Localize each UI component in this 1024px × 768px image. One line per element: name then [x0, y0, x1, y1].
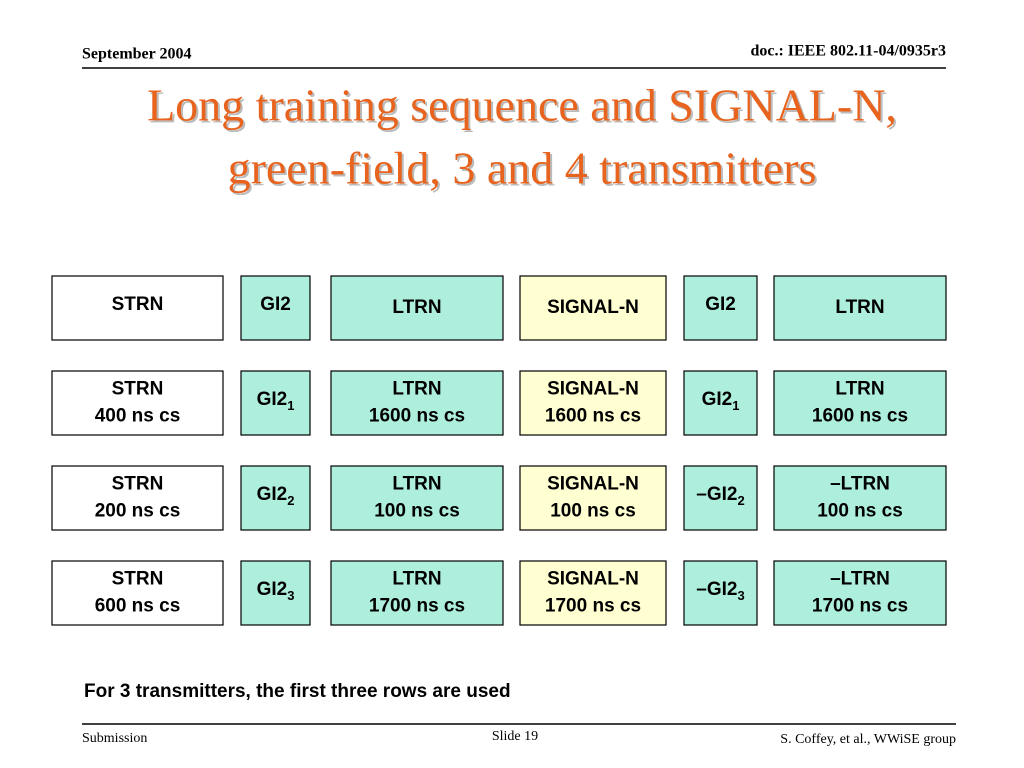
cell-box: [330, 275, 504, 341]
cell-main: –GI2: [696, 579, 737, 600]
cell-text: 400 ns cs: [95, 406, 181, 427]
cell-sub: 1: [732, 398, 739, 413]
cell-main: GI2: [257, 579, 288, 600]
cell-text: 100 ns cs: [374, 501, 460, 522]
cell-text: GI22: [257, 484, 295, 508]
note: For 3 transmitters, the first three rows…: [84, 681, 511, 702]
header-doc: doc.: IEEE 802.11-04/0935r3: [750, 43, 946, 60]
cell-box: [773, 465, 947, 531]
cell-text: GI2: [705, 294, 736, 315]
cell-main: –GI2: [696, 484, 737, 505]
cell-box: [51, 560, 224, 626]
cell-text: –LTRN: [830, 569, 890, 590]
cell-text: STRN: [112, 569, 164, 590]
cell-text: STRN: [112, 294, 164, 315]
cell-box: [330, 370, 504, 436]
cell-box: [240, 370, 311, 436]
title-line: Long training sequence and SIGNAL-N,: [147, 80, 897, 131]
cell-text: 100 ns cs: [550, 501, 636, 522]
cell-box: [773, 370, 947, 436]
footer-center: Slide 19: [492, 729, 538, 744]
cell-text: LTRN: [392, 379, 441, 400]
cell-text: LTRN: [392, 297, 441, 318]
cell-sub: 2: [737, 493, 744, 508]
cell-main: GI2: [257, 389, 288, 410]
cell-box: [519, 275, 667, 341]
cell-box: [773, 560, 947, 626]
cell-text: 100 ns cs: [817, 501, 903, 522]
cell-text: –GI23: [696, 579, 744, 603]
cell-sub: 2: [287, 493, 294, 508]
cell-box: [519, 560, 667, 626]
cell-sub: 1: [287, 398, 294, 413]
cell-text: SIGNAL-N: [547, 569, 639, 590]
cell-box: [519, 465, 667, 531]
cell-text: 200 ns cs: [95, 501, 181, 522]
cell-text: LTRN: [392, 569, 441, 590]
cell-main: GI2: [705, 294, 736, 315]
cell-text: GI23: [257, 579, 295, 603]
footer-left: Submission: [82, 731, 147, 746]
cell-text: LTRN: [835, 379, 884, 400]
cell-box: [51, 275, 224, 341]
cell-box: [773, 275, 947, 341]
cell-text: 1600 ns cs: [369, 406, 465, 427]
cell-text: STRN: [112, 379, 164, 400]
cell-text: –GI22: [696, 484, 744, 508]
cell-sub: 3: [287, 588, 294, 603]
cell-text: SIGNAL-N: [547, 379, 639, 400]
cell-text: –LTRN: [830, 474, 890, 495]
cell-text: SIGNAL-N: [547, 297, 639, 318]
cell-text: STRN: [112, 474, 164, 495]
cell-box: [330, 465, 504, 531]
cell-box: [683, 370, 758, 436]
cell-box: [51, 370, 224, 436]
cell-box: [240, 465, 311, 531]
cell-box: [519, 370, 667, 436]
cell-text: GI21: [702, 389, 740, 413]
cell-text: 1700 ns cs: [545, 596, 641, 617]
cell-box: [240, 560, 311, 626]
cell-main: GI2: [260, 294, 291, 315]
cell-text: 1600 ns cs: [545, 406, 641, 427]
cell-text: LTRN: [392, 474, 441, 495]
cell-text: GI21: [257, 389, 295, 413]
cell-box: [683, 560, 758, 626]
cell-text: 1700 ns cs: [369, 596, 465, 617]
cell-text: 1600 ns cs: [812, 406, 908, 427]
cell-text: 1700 ns cs: [812, 596, 908, 617]
cell-main: GI2: [702, 389, 733, 410]
cell-box: [683, 275, 758, 341]
cell-text: SIGNAL-N: [547, 474, 639, 495]
cell-text: LTRN: [835, 297, 884, 318]
title-line: green-field, 3 and 4 transmitters: [228, 143, 817, 194]
cell-box: [240, 275, 311, 341]
cell-main: GI2: [257, 484, 288, 505]
cell-sub: 3: [737, 588, 744, 603]
cell-box: [330, 560, 504, 626]
cell-text: 600 ns cs: [95, 596, 181, 617]
cell-text: GI2: [260, 294, 291, 315]
header-date: September 2004: [82, 46, 191, 63]
cell-box: [51, 465, 224, 531]
cell-box: [683, 465, 758, 531]
footer-right: S. Coffey, et al., WWiSE group: [780, 732, 956, 747]
